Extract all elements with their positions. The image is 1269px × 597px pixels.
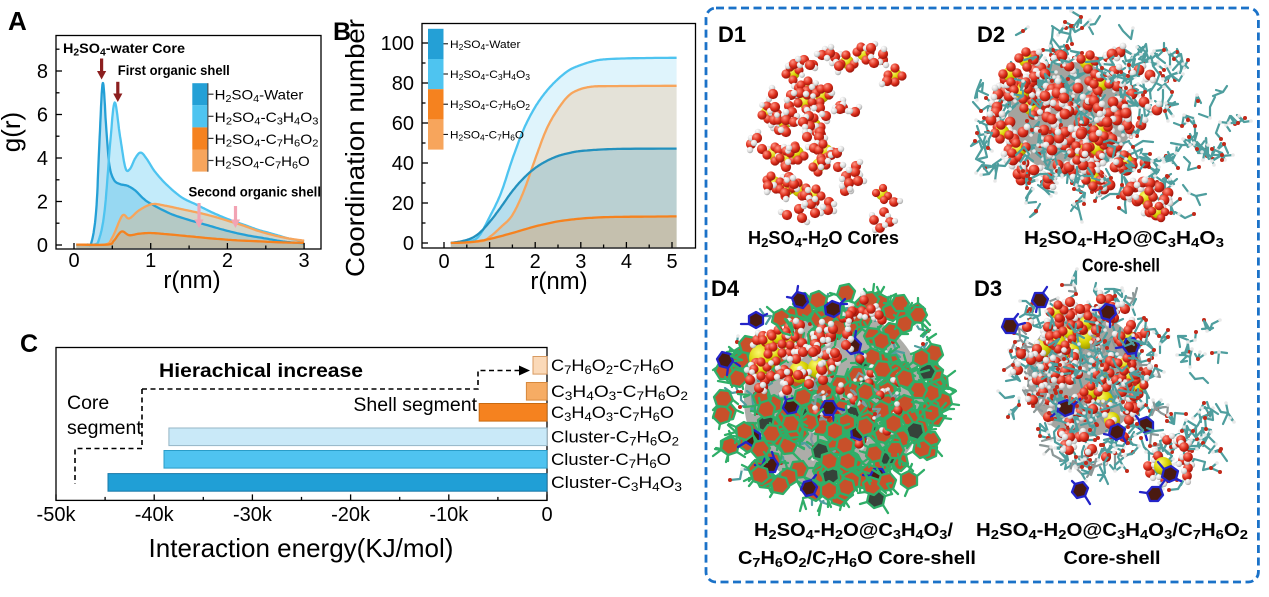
svg-text:Second organic shell: Second organic shell bbox=[189, 185, 322, 200]
svg-text:r(nm): r(nm) bbox=[530, 268, 587, 295]
svg-text:H2SO4-Water: H2SO4-Water bbox=[215, 87, 304, 106]
svg-text:H2SO4-C7H6O: H2SO4-C7H6O bbox=[215, 153, 310, 172]
svg-text:H2SO4-water Core: H2SO4-water Core bbox=[63, 41, 186, 58]
svg-text:Cluster-C7H6O: Cluster-C 7H6O bbox=[551, 450, 671, 471]
svg-text:80: 80 bbox=[392, 73, 414, 95]
svg-text:20: 20 bbox=[392, 193, 414, 215]
svg-text:Core-shell: Core-shell bbox=[1064, 548, 1161, 568]
svg-text:-40k: -40k bbox=[135, 504, 175, 526]
svg-text:C3H4O3-C7H6O2: C 3H 4O 3-C 7H 6O 2 bbox=[551, 382, 688, 403]
svg-text:40: 40 bbox=[392, 153, 414, 175]
svg-text:100: 100 bbox=[381, 33, 414, 55]
svg-text:-30k: -30k bbox=[233, 504, 273, 526]
svg-text:r(nm): r(nm) bbox=[163, 267, 220, 294]
svg-text:0: 0 bbox=[541, 504, 552, 526]
svg-text:3: 3 bbox=[575, 251, 586, 273]
svg-text:Coordination number: Coordination number bbox=[340, 19, 370, 277]
svg-text:H2SO4-Water: H2SO4-Water bbox=[450, 39, 521, 52]
svg-text:0: 0 bbox=[403, 233, 414, 255]
svg-text:H2SO4-C3H4O3: H2SO4-C3H4O3 bbox=[215, 109, 319, 128]
svg-text:Hierachical increase: Hierachical increase bbox=[159, 361, 363, 382]
svg-text:3: 3 bbox=[299, 250, 310, 272]
svg-text:First organic shell: First organic shell bbox=[118, 63, 230, 78]
svg-text:g(r): g(r) bbox=[0, 112, 26, 152]
svg-text:B: B bbox=[333, 18, 351, 46]
svg-text:60: 60 bbox=[392, 113, 414, 135]
svg-text:H2SO4-C3H4O3: H2SO4-C3H4O3 bbox=[450, 69, 531, 82]
svg-text:H2SO4-H2O@C3H4O3: H 2SO 4-H 2O@C 3H 4O 3 bbox=[1024, 228, 1224, 250]
svg-text:1: 1 bbox=[145, 250, 156, 272]
svg-text:5: 5 bbox=[666, 251, 677, 273]
svg-text:4: 4 bbox=[621, 251, 632, 273]
svg-text:D3: D3 bbox=[974, 276, 1002, 301]
svg-text:0: 0 bbox=[37, 235, 48, 257]
svg-text:4: 4 bbox=[37, 148, 48, 170]
svg-text:H2SO4-H2O@C3H4O3/C7H6O2: H 2SO 4-H 2O@C 3H 4O 3/C 7H 6O 2 bbox=[976, 520, 1248, 542]
svg-text:H2SO4-C7H6O2: H2SO4-C7H6O2 bbox=[450, 99, 530, 112]
svg-text:D1: D1 bbox=[718, 22, 746, 47]
svg-text:C7H6O2-C7H6O: C7H6O2-C7H6O bbox=[551, 356, 674, 377]
svg-text:1: 1 bbox=[484, 251, 495, 273]
svg-text:-10k: -10k bbox=[429, 504, 469, 526]
svg-text:0: 0 bbox=[438, 251, 449, 273]
svg-text:Cluster-C7H6O2: Cluster-C 7H6O2 bbox=[551, 428, 679, 449]
svg-text:H2SO4-C7H6O2: H2SO4-C7H6O2 bbox=[215, 131, 319, 150]
svg-text:0: 0 bbox=[68, 250, 79, 272]
svg-text:2: 2 bbox=[530, 251, 541, 273]
svg-text:segment: segment bbox=[67, 417, 142, 439]
svg-text:8: 8 bbox=[37, 61, 48, 83]
svg-text:A: A bbox=[8, 6, 27, 36]
svg-text:-50k: -50k bbox=[37, 504, 77, 526]
svg-text:C7H6O2/C7H6O Core-shell: C7H6O 2/C 7H6O Core-shell bbox=[738, 548, 976, 570]
svg-text:Shell segment: Shell segment bbox=[353, 394, 477, 416]
svg-text:Core-shell: Core-shell bbox=[1082, 256, 1160, 276]
svg-text:H2SO4-H2O Cores: H2SO4-H2O Cores bbox=[748, 228, 899, 250]
svg-text:D2: D2 bbox=[977, 22, 1005, 47]
svg-text:6: 6 bbox=[37, 105, 48, 127]
svg-text:Core: Core bbox=[67, 392, 109, 414]
svg-text:2: 2 bbox=[37, 192, 48, 214]
svg-text:C: C bbox=[20, 330, 38, 358]
svg-text:-20k: -20k bbox=[331, 504, 371, 526]
svg-text:Interaction energy(KJ/mol): Interaction energy(KJ/mol) bbox=[149, 533, 454, 563]
svg-text:2: 2 bbox=[222, 250, 233, 272]
svg-text:D4: D4 bbox=[711, 276, 740, 301]
svg-text:H2SO4-H2O@C3H4O3/: H 2SO 4-H 2O@C 3H 4O 3/ bbox=[754, 520, 953, 542]
svg-text:C3H4O3-C7H6O: C3H4O3-C7H6O bbox=[551, 403, 674, 424]
svg-text:H2SO4-C7H6O: H2SO4-C7H6O bbox=[450, 129, 524, 142]
svg-text:Cluster-C3H4O3: Cluster-C 3H4O 3 bbox=[551, 473, 682, 494]
